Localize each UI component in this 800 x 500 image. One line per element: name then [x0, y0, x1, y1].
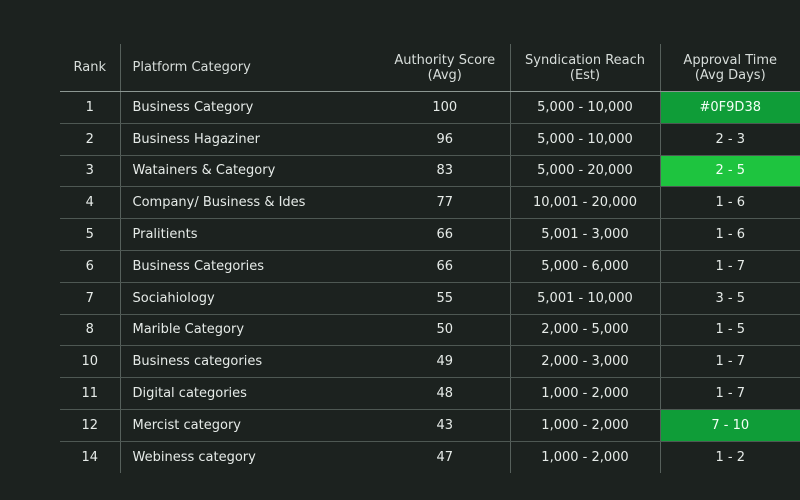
header-platform-category[interactable]: Platform Category: [119, 44, 380, 92]
reach-cell: 5,001 - 10,000: [509, 282, 660, 315]
authority-cell: 48: [380, 377, 510, 410]
approval-cell: 1 - 7: [659, 250, 800, 283]
rank-cell: 11: [60, 377, 120, 410]
approval-cell: 1 - 6: [659, 218, 800, 251]
reach-cell: 1,000 - 2,000: [509, 377, 660, 410]
platform-ranking-table: Rank Platform Category Authority Score (…: [60, 44, 800, 473]
approval-cell: 2 - 3: [659, 123, 800, 156]
authority-cell: 47: [436, 449, 454, 465]
table-row[interactable]: 6 Business Categories 66 5,000 - 6,000 1 - 7: [60, 250, 800, 283]
header-approval-line1: Approval Time: [683, 52, 778, 68]
approval-cell: 2 - 5: [659, 155, 800, 188]
table-row[interactable]: 10 Business categories 49 2,000 - 3,000 1 - …: [60, 345, 800, 379]
reach-cell: 10,001 - 20,000: [509, 186, 660, 220]
header-authority-score[interactable]: Authority Score (Avg): [380, 44, 510, 92]
approval-cell: 1 - 6: [659, 186, 800, 220]
category-cell: Digital categories: [119, 377, 380, 410]
header-authority-line2: (Avg): [427, 67, 462, 83]
authority-cell: 100: [380, 91, 510, 124]
rank-cell: 7: [60, 282, 120, 315]
header-approval-time[interactable]: Approval Time (Avg Days): [659, 44, 800, 92]
reach-cell: 5,001 - 3,000: [509, 218, 660, 251]
reach-cell: 2,000 - 5,000: [509, 314, 660, 347]
category-cell: Business Hagaziner: [119, 123, 380, 156]
header-rank-label: Rank: [73, 60, 106, 75]
table-row[interactable]: 2 Business Hagaziner 96 5,000 - 10,000 2 - 3: [60, 123, 800, 156]
category-cell: Business categories: [119, 345, 380, 379]
rank-cell: 4: [60, 186, 120, 220]
category-cell: Marible Category: [119, 314, 380, 347]
authority-cell: 77: [380, 186, 510, 220]
table-row[interactable]: 7 Sociahiology 55 5,001 - 10,000 3 - 5: [60, 282, 800, 315]
header-rank[interactable]: Rank: [60, 44, 120, 92]
reach-cell: 1,000 - 2,000: [509, 441, 660, 473]
authority-cell: 66: [380, 250, 510, 283]
authority-cell: 49: [380, 345, 510, 379]
table-row[interactable]: 4 Company/ Business & Ides 77 10,001 - 20,0…: [60, 186, 800, 220]
header-approval-line2: (Avg Days): [694, 67, 766, 83]
category-cell: Mercist category: [119, 409, 380, 442]
category-cell: Watainers & Category: [119, 155, 380, 188]
authority-cell: 43: [380, 409, 510, 442]
rank-cell: 8: [60, 314, 120, 347]
reach-cell: 5,000 - 10,000: [509, 123, 660, 156]
reach-cell: 1,000 - 2,000: [509, 409, 660, 442]
table-row[interactable]: 11 Digital categories 48 1,000 - 2,000 1 - 7: [60, 377, 800, 410]
reach-cell: 2,000 - 3,000: [509, 345, 660, 379]
header-category-label: Platform Category: [132, 60, 251, 75]
authority-cell: 50: [380, 314, 510, 347]
rank-cell: 5: [60, 218, 120, 251]
reach-cell: 5,000 - 6,000: [509, 250, 660, 283]
approval-cell: 1 - 7: [659, 345, 800, 379]
authority-cell: 83: [380, 155, 510, 188]
approval-cell: 1 - 7: [659, 377, 800, 410]
category-cell: Webiness category: [119, 441, 380, 473]
table-row[interactable]: 1 Business Category 100 5,000 - 10,000 #0F9D…: [60, 91, 800, 124]
category-cell: Business Category: [119, 91, 380, 124]
header-authority-line1: Authority Score: [394, 52, 496, 68]
category-cell: Company/ Business & Ides: [119, 186, 380, 220]
table-row[interactable]: 5 Pralitients 66 5,001 - 3,000 1 - 6: [60, 218, 800, 251]
approval-cell: 1 - 5: [659, 314, 800, 347]
rank-cell: 6: [60, 250, 120, 283]
header-row: Rank Platform Category Authority Score (…: [60, 44, 800, 92]
table-row[interactable]: 3 Watainers & Category 83 5,000 - 20,000 2 -…: [60, 155, 800, 188]
authority-cell: 66: [380, 218, 510, 251]
header-reach-line2: (Est): [569, 67, 601, 83]
table-header: Rank Platform Category Authority Score (…: [60, 44, 800, 92]
category-cell: Pralitients: [119, 218, 380, 251]
table-body: 1 Business Category 100 5,000 - 10,000 #0F9D…: [60, 91, 800, 473]
table-row[interactable]: 8 Marible Category 50 2,000 - 5,000 1 - 5: [60, 314, 800, 347]
rank-cell: 3: [60, 155, 120, 188]
rank-cell: 12: [60, 409, 120, 442]
rank-cell: 14: [81, 449, 99, 465]
approval-cell: 1 - 2: [659, 441, 800, 473]
category-cell: Sociahiology: [119, 282, 380, 315]
rank-cell: 2: [60, 123, 120, 156]
approval-cell: 3 - 5: [659, 282, 800, 315]
reach-cell: 5,000 - 10,000: [509, 91, 660, 124]
header-syndication-reach[interactable]: Syndication Reach (Est): [509, 44, 660, 92]
rank-cell: 10: [60, 345, 120, 379]
table-row[interactable]: 14 Webiness category 47 1,000 - 2,000 1 - 2: [60, 441, 800, 473]
approval-cell: 7 - 10: [659, 409, 800, 442]
header-reach-line1: Syndication Reach: [525, 52, 645, 68]
approval-cell: #0F9D38: [659, 91, 800, 124]
rank-cell: 1: [60, 91, 120, 124]
authority-cell: 55: [380, 282, 510, 315]
authority-cell: 96: [380, 123, 510, 156]
platform-table-container: Rank Platform Category Authority Score (…: [60, 44, 800, 473]
table-row[interactable]: 12 Mercist category 43 1,000 - 2,000 7 - 10: [60, 409, 800, 442]
reach-cell: 5,000 - 20,000: [509, 155, 660, 188]
category-cell: Business Categories: [119, 250, 380, 283]
